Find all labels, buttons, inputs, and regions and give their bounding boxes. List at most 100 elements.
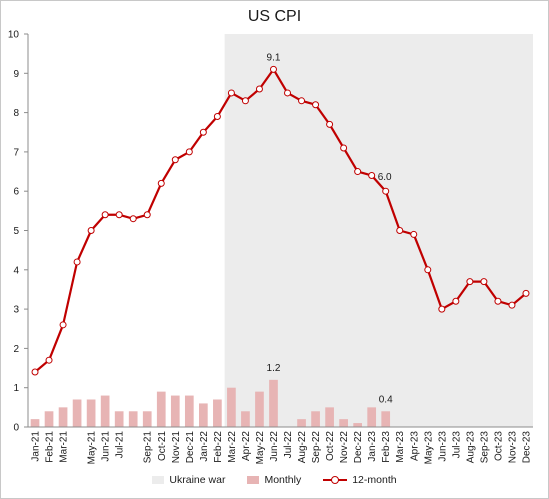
x-tick-label: Aug-22 [297, 431, 308, 464]
point-12-month [241, 97, 249, 105]
y-tick-label: 10 [8, 30, 20, 41]
data-label: 6.0 [378, 172, 392, 183]
y-tick-label: 6 [13, 187, 19, 198]
x-tick-label: Nov-23 [507, 431, 518, 464]
bar-monthly [227, 387, 236, 427]
bar-monthly [269, 379, 278, 427]
point-12-month [466, 278, 474, 286]
point-12-month [354, 168, 362, 176]
x-tick-label: Dec-21 [185, 431, 196, 464]
bar-monthly [297, 419, 306, 427]
x-tick-label: Jan-22 [199, 431, 210, 462]
point-12-month [396, 227, 404, 234]
bar-monthly [72, 399, 82, 427]
chart-title: US CPI [247, 8, 302, 25]
y-tick-label: 8 [13, 108, 19, 119]
point-12-month [59, 321, 67, 329]
legend: Ukraine war Monthly 12-month [0, 474, 549, 486]
bar-monthly [156, 391, 166, 427]
x-tick-label: Jan-21 [31, 431, 42, 462]
shaded-region-ukraine-war [224, 34, 534, 427]
x-tick-label: Jun-22 [269, 431, 280, 462]
legend-swatch-shade [152, 476, 165, 484]
bar-monthly [44, 411, 54, 427]
bar-monthly [198, 403, 208, 427]
x-tick-label: Jul-21 [115, 431, 126, 459]
y-tick-label: 2 [13, 344, 19, 355]
bar-monthly [339, 419, 348, 427]
x-tick-label: Jun-21 [101, 431, 112, 462]
x-tick-label: Mar-23 [395, 431, 406, 463]
point-12-month [410, 230, 418, 238]
x-tick-label: Jun-23 [437, 431, 448, 462]
point-12-month [312, 101, 320, 109]
point-12-month [73, 258, 81, 266]
bar-monthly [367, 407, 377, 427]
x-tick-label: Feb-23 [381, 431, 392, 463]
point-12-month [171, 156, 179, 164]
point-12-month [424, 266, 432, 274]
bar-monthly [184, 395, 194, 427]
point-12-month [101, 211, 109, 219]
bar-monthly [128, 411, 138, 427]
y-tick-label: 5 [13, 226, 19, 237]
point-12-month [213, 113, 221, 121]
point-12-month [368, 171, 376, 179]
bar-monthly [255, 391, 264, 427]
x-tick-label: May-23 [423, 431, 434, 465]
x-tick-label: Mar-22 [227, 431, 238, 463]
point-12-month [143, 211, 151, 219]
data-label: 0.4 [379, 394, 393, 405]
bar-monthly [311, 411, 320, 427]
point-12-month [87, 227, 95, 234]
point-12-month [382, 187, 390, 195]
legend-label-12-month: 12-month [352, 474, 397, 486]
point-12-month [199, 128, 207, 136]
bar-monthly [241, 411, 250, 427]
point-12-month [255, 85, 263, 93]
x-tick-label: May-21 [87, 431, 98, 465]
x-tick-label: Mar-21 [59, 431, 70, 463]
x-tick-label: Jul-23 [451, 431, 462, 459]
x-tick-label: Sep-21 [143, 431, 154, 464]
point-12-month [115, 211, 123, 219]
x-tick-label: Feb-21 [45, 431, 56, 463]
x-tick-label: Jan-23 [367, 431, 378, 462]
y-tick-label: 9 [13, 69, 19, 80]
x-tick-label: Apr-22 [241, 431, 252, 461]
x-tick-label: Apr-23 [409, 431, 420, 461]
legend-item-shade: Ukraine war [152, 474, 225, 486]
point-12-month [45, 356, 53, 364]
point-12-month [227, 89, 235, 97]
x-tick-label: Feb-22 [213, 431, 224, 463]
bar-monthly [86, 399, 96, 427]
point-12-month [522, 289, 530, 297]
bar-monthly [213, 399, 222, 427]
y-tick-label: 7 [13, 147, 19, 158]
legend-label-monthly: Monthly [264, 474, 302, 486]
bar-monthly [353, 423, 363, 427]
data-label: 9.1 [267, 52, 281, 63]
x-tick-label: Oct-21 [157, 431, 168, 461]
bar-monthly [170, 395, 180, 427]
x-tick-label: May-22 [255, 431, 266, 465]
point-12-month [494, 297, 502, 305]
x-tick-label: Sep-22 [311, 431, 322, 464]
point-12-month [298, 97, 306, 105]
bar-monthly [100, 395, 110, 427]
point-12-month [31, 368, 39, 376]
x-tick-label: Sep-23 [479, 431, 490, 464]
bar-monthly [381, 411, 391, 427]
y-tick-label: 4 [13, 265, 19, 276]
bar-monthly [58, 407, 68, 427]
point-12-month [480, 278, 488, 286]
point-12-month [340, 144, 348, 152]
x-tick-label: Oct-22 [325, 431, 336, 461]
legend-item-monthly: Monthly [247, 474, 301, 486]
y-tick-label: 3 [13, 305, 19, 316]
x-tick-label: Oct-23 [493, 431, 504, 461]
point-12-month [185, 148, 193, 156]
y-tick-label: 0 [13, 423, 19, 434]
legend-label-shade: Ukraine war [169, 474, 226, 486]
